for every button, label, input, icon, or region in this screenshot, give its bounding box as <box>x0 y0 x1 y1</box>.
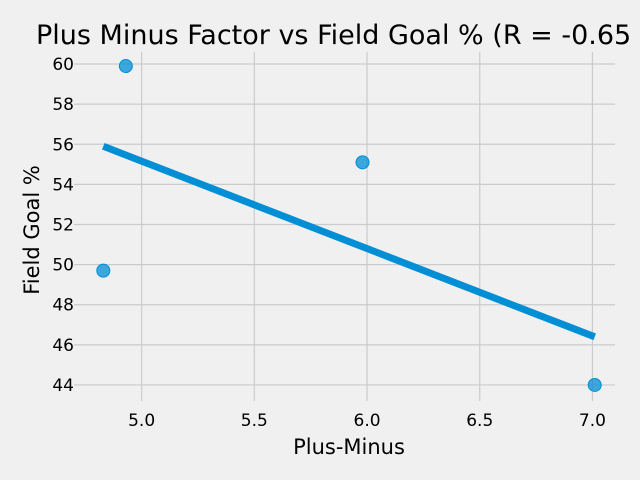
y-tick-label: 48 <box>52 296 74 316</box>
y-axis-title: Field Goal % <box>20 165 44 295</box>
y-tick-label: 56 <box>52 135 74 155</box>
tick-labels: 5.0 5.5 6.0 6.5 7.0 44 46 48 50 52 54 56 58 60 <box>52 55 606 431</box>
y-tick-label: 60 <box>52 55 74 75</box>
x-tick-label: 5.0 <box>128 411 155 431</box>
x-axis-title: Plus-Minus <box>293 435 405 459</box>
y-tick-label: 46 <box>52 336 74 356</box>
x-tick-label: 6.5 <box>466 411 493 431</box>
regression-line-layer <box>102 143 596 341</box>
y-tick-label: 50 <box>52 256 74 276</box>
x-tick-label: 7.0 <box>579 411 606 431</box>
y-tick-label: 58 <box>52 95 74 115</box>
y-tick-label: 52 <box>52 215 74 235</box>
data-point <box>118 59 133 74</box>
y-tick-label: 54 <box>52 175 74 195</box>
regression-line <box>102 143 596 341</box>
x-tick-label: 6.0 <box>354 411 381 431</box>
y-tick-label: 44 <box>52 376 74 396</box>
data-points-layer <box>96 59 602 392</box>
grid <box>74 52 615 401</box>
data-point <box>96 263 111 278</box>
chart-title: Plus Minus Factor vs Field Goal % (R = -… <box>36 20 631 51</box>
data-point <box>355 155 370 170</box>
x-tick-label: 5.5 <box>241 411 268 431</box>
data-point <box>587 377 602 392</box>
